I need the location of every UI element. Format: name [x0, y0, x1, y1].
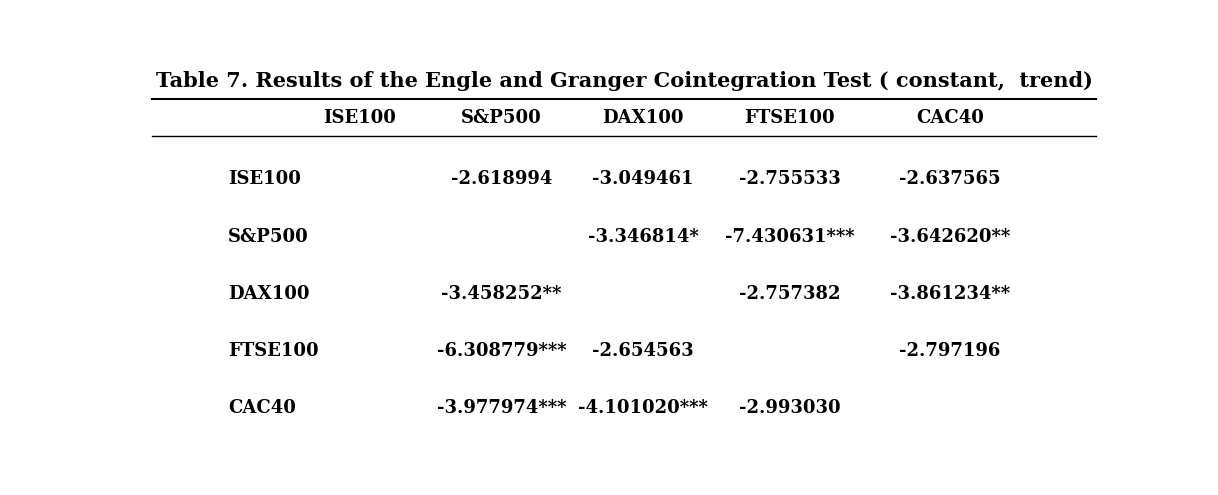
Text: -3.458252**: -3.458252** [441, 285, 561, 303]
Text: -3.977974***: -3.977974*** [437, 399, 566, 417]
Text: -2.755533: -2.755533 [738, 170, 840, 189]
Text: -3.642620**: -3.642620** [890, 228, 1010, 246]
Text: CAC40: CAC40 [228, 399, 296, 417]
Text: Table 7. Results of the Engle and Granger Cointegration Test ( constant,  trend): Table 7. Results of the Engle and Grange… [156, 71, 1093, 91]
Text: -6.308779***: -6.308779*** [437, 342, 566, 360]
Text: -3.861234**: -3.861234** [890, 285, 1010, 303]
Text: -3.346814*: -3.346814* [588, 228, 698, 246]
Text: DAX100: DAX100 [228, 285, 309, 303]
Text: -2.654563: -2.654563 [592, 342, 694, 360]
Text: DAX100: DAX100 [603, 109, 683, 128]
Text: ISE100: ISE100 [324, 109, 396, 128]
Text: S&P500: S&P500 [462, 109, 542, 128]
Text: S&P500: S&P500 [228, 228, 308, 246]
Text: FTSE100: FTSE100 [228, 342, 318, 360]
Text: -7.430631***: -7.430631*** [725, 228, 854, 246]
Text: -2.618994: -2.618994 [451, 170, 552, 189]
Text: -2.993030: -2.993030 [738, 399, 840, 417]
Text: FTSE100: FTSE100 [744, 109, 834, 128]
Text: ISE100: ISE100 [228, 170, 301, 189]
Text: -2.637565: -2.637565 [899, 170, 1001, 189]
Text: -4.101020***: -4.101020*** [579, 399, 708, 417]
Text: -2.757382: -2.757382 [738, 285, 840, 303]
Text: -3.049461: -3.049461 [592, 170, 694, 189]
Text: CAC40: CAC40 [916, 109, 984, 128]
Text: -2.797196: -2.797196 [899, 342, 1000, 360]
